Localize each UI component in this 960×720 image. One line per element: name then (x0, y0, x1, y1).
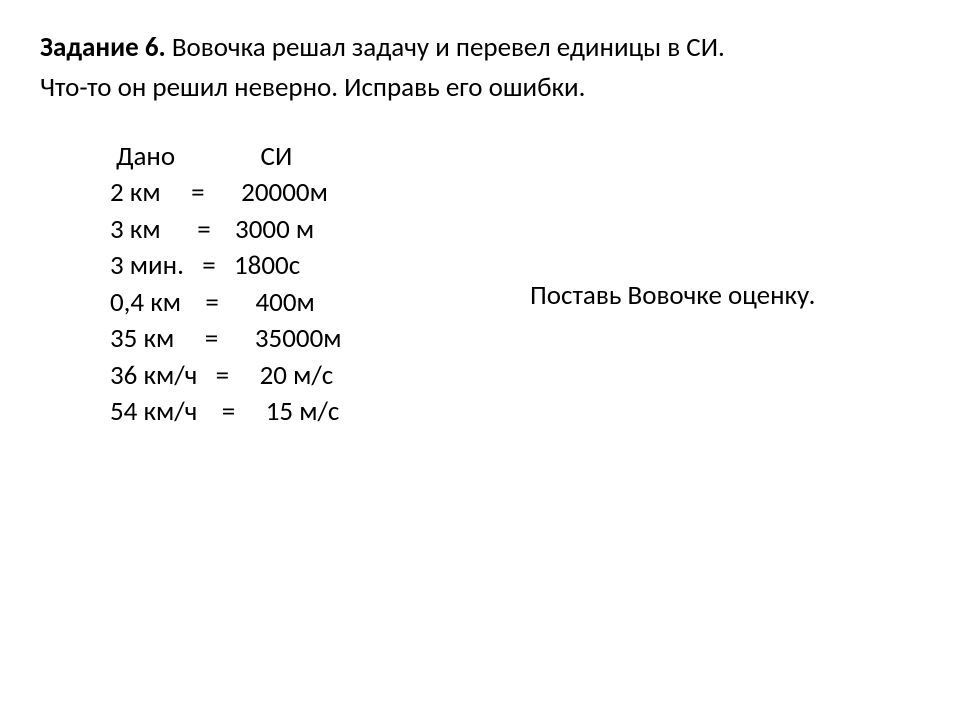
table-header: Дано СИ (110, 139, 920, 175)
table-row: 54 км/ч = 15 м/с (110, 394, 920, 430)
slide-page: Задание 6. Вовочка решал задачу и переве… (0, 0, 960, 720)
table-row: 2 км = 20000м (110, 175, 920, 211)
table-row: 35 км = 35000м (110, 321, 920, 357)
task-title-line1: Задание 6. Вовочка решал задачу и переве… (40, 30, 920, 66)
spacer (40, 111, 920, 139)
task-title-text: Вовочка решал задачу и перевел единицы в… (166, 31, 725, 64)
task-title-line2: Что-то он решил неверно. Исправь его оши… (40, 70, 920, 106)
grade-instruction: Поставь Вовочке оценку. (530, 279, 815, 312)
table-row: 3 км = 3000 м (110, 212, 920, 248)
table-row: 36 км/ч = 20 м/с (110, 358, 920, 394)
task-number-label: Задание 6. (40, 31, 166, 64)
